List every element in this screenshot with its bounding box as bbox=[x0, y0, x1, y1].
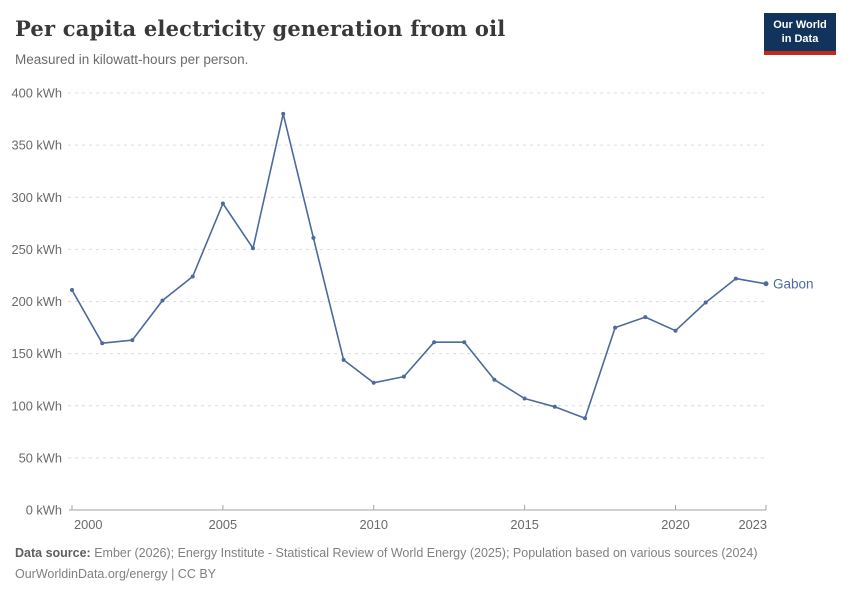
data-point[interactable] bbox=[552, 404, 557, 409]
data-source-label: Data source: bbox=[15, 546, 91, 560]
x-axis-tick-label: 2000 bbox=[74, 517, 102, 532]
x-axis-tick-label: 2023 bbox=[739, 517, 767, 532]
chart-title: Per capita electricity generation from o… bbox=[15, 16, 506, 41]
data-point[interactable] bbox=[432, 340, 437, 345]
data-source-line: Data source: Ember (2026); Energy Instit… bbox=[15, 543, 835, 564]
data-point[interactable] bbox=[703, 300, 708, 305]
x-axis-tick-label: 2010 bbox=[360, 517, 388, 532]
y-axis-tick-label: 50 kWh bbox=[19, 450, 62, 465]
data-point[interactable] bbox=[220, 201, 225, 206]
data-point[interactable] bbox=[462, 340, 467, 345]
y-axis-tick-label: 400 kWh bbox=[11, 86, 62, 101]
owid-logo-line2: in Data bbox=[781, 33, 819, 46]
data-source-text: Ember (2026); Energy Institute - Statist… bbox=[90, 546, 758, 560]
data-point[interactable] bbox=[401, 374, 406, 379]
y-axis-tick-label: 0 kWh bbox=[26, 503, 62, 518]
data-point[interactable] bbox=[251, 246, 255, 251]
x-axis-tick-label: 2020 bbox=[661, 517, 689, 532]
series-end-dot bbox=[763, 281, 769, 287]
data-point[interactable] bbox=[673, 328, 678, 333]
y-axis-tick-label: 350 kWh bbox=[11, 138, 62, 153]
data-point[interactable] bbox=[190, 274, 195, 279]
chart-subtitle: Measured in kilowatt-hours per person. bbox=[15, 52, 249, 67]
data-point[interactable] bbox=[341, 357, 346, 362]
data-point[interactable] bbox=[583, 416, 587, 421]
data-point[interactable] bbox=[643, 315, 648, 320]
footer-link[interactable]: OurWorldinData.org/energy | CC BY bbox=[15, 567, 217, 581]
chart-footer: Data source: Ember (2026); Energy Instit… bbox=[15, 543, 835, 585]
x-axis-tick-label: 2005 bbox=[209, 517, 237, 532]
owid-logo[interactable]: Our World in Data bbox=[764, 13, 836, 55]
data-point[interactable] bbox=[492, 377, 497, 382]
y-axis-tick-label: 200 kWh bbox=[11, 294, 62, 309]
data-point[interactable] bbox=[70, 288, 74, 292]
data-point[interactable] bbox=[613, 325, 618, 330]
line-chart-canvas: 0 kWh 50 kWh 100 kWh 150 kWh 200 kWh 250 kWh 3… bbox=[11, 86, 814, 533]
y-axis-tick-label: 300 kWh bbox=[11, 190, 62, 205]
data-point[interactable] bbox=[281, 111, 286, 116]
series-line-gabon[interactable] bbox=[71, 113, 767, 420]
owid-logo-line1: Our World bbox=[773, 19, 827, 31]
x-axis-tick-label: 2015 bbox=[510, 517, 538, 532]
y-axis-tick-label: 100 kWh bbox=[11, 398, 62, 413]
data-point[interactable] bbox=[733, 276, 738, 281]
data-point[interactable] bbox=[130, 338, 135, 343]
data-point[interactable] bbox=[160, 298, 165, 303]
data-point[interactable] bbox=[522, 396, 527, 401]
data-point[interactable] bbox=[371, 380, 376, 385]
data-point[interactable] bbox=[100, 341, 105, 346]
y-axis-tick-label: 150 kWh bbox=[11, 346, 62, 361]
data-point[interactable] bbox=[311, 235, 316, 240]
y-axis-tick-label: 250 kWh bbox=[11, 242, 62, 257]
series-entity-label[interactable]: Gabon bbox=[773, 276, 814, 291]
